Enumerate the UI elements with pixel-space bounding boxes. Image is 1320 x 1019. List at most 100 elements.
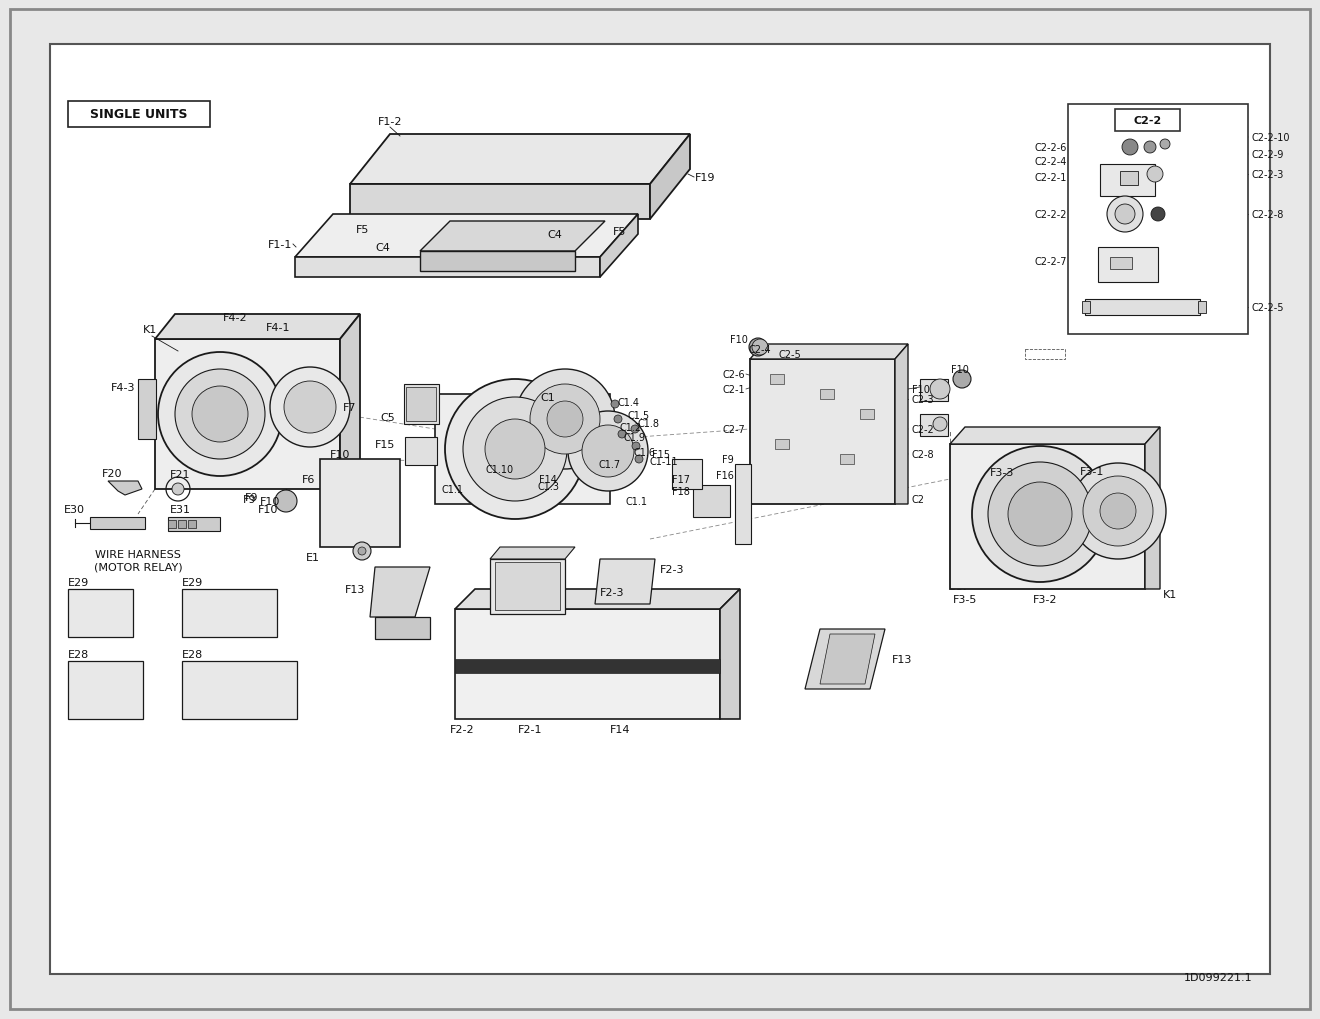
Text: F14: F14 — [539, 475, 557, 484]
Text: C4: C4 — [376, 243, 391, 253]
Polygon shape — [436, 394, 610, 504]
Text: C4: C4 — [548, 229, 562, 239]
Text: F20: F20 — [102, 469, 123, 479]
Bar — [1026, 350, 1065, 360]
Bar — [920, 415, 948, 436]
Polygon shape — [601, 215, 638, 278]
Text: F14: F14 — [610, 725, 630, 735]
Text: C2-4: C2-4 — [748, 344, 771, 355]
Bar — [407, 387, 436, 422]
Circle shape — [284, 382, 337, 433]
Text: F21: F21 — [170, 470, 190, 480]
Polygon shape — [672, 460, 702, 489]
Polygon shape — [595, 559, 655, 604]
Text: C1.5: C1.5 — [628, 411, 651, 421]
Text: F2-3: F2-3 — [601, 587, 624, 597]
Circle shape — [1160, 140, 1170, 150]
Circle shape — [1144, 142, 1156, 154]
Bar — [775, 439, 789, 449]
Bar — [861, 410, 874, 420]
Polygon shape — [341, 315, 360, 489]
Text: SINGLE UNITS: SINGLE UNITS — [90, 108, 187, 121]
Bar — [735, 465, 751, 544]
Circle shape — [931, 380, 950, 399]
Circle shape — [933, 418, 946, 432]
Text: F9: F9 — [722, 454, 734, 465]
Circle shape — [176, 370, 265, 460]
Text: C1.9: C1.9 — [623, 433, 645, 442]
Polygon shape — [375, 618, 430, 639]
Text: C1.2: C1.2 — [619, 423, 642, 433]
Polygon shape — [108, 482, 143, 495]
Text: C2-2-7: C2-2-7 — [1035, 257, 1067, 267]
Polygon shape — [154, 315, 360, 339]
Circle shape — [1107, 197, 1143, 232]
Text: F3-5: F3-5 — [953, 594, 977, 604]
Polygon shape — [350, 184, 649, 220]
Circle shape — [531, 384, 601, 454]
Bar — [1098, 248, 1158, 282]
Text: F19: F19 — [696, 173, 715, 182]
Text: F3-3: F3-3 — [990, 468, 1014, 478]
Circle shape — [275, 490, 297, 513]
Bar — [455, 659, 719, 674]
Text: (MOTOR RELAY): (MOTOR RELAY) — [94, 562, 182, 573]
Text: C2: C2 — [912, 494, 925, 504]
Circle shape — [1115, 205, 1135, 225]
Circle shape — [463, 397, 568, 501]
Bar — [770, 375, 784, 384]
Text: F4-1: F4-1 — [265, 323, 290, 332]
Text: F10: F10 — [260, 496, 280, 506]
Text: E29: E29 — [182, 578, 203, 587]
Text: 1D099221.1: 1D099221.1 — [1183, 972, 1251, 982]
Circle shape — [1151, 208, 1166, 222]
Polygon shape — [154, 339, 341, 489]
Text: C1.10: C1.10 — [486, 465, 513, 475]
Bar — [1115, 110, 1180, 131]
Circle shape — [611, 400, 619, 409]
Bar — [182, 589, 277, 637]
Text: F10: F10 — [730, 334, 748, 344]
Polygon shape — [294, 258, 601, 278]
Polygon shape — [455, 589, 741, 609]
Bar — [820, 389, 834, 399]
Polygon shape — [420, 222, 605, 252]
Circle shape — [1082, 477, 1152, 546]
Text: F1-1: F1-1 — [268, 239, 292, 250]
Text: E31: E31 — [169, 504, 190, 515]
Text: F18: F18 — [672, 486, 690, 496]
Polygon shape — [750, 360, 895, 504]
Circle shape — [748, 338, 767, 357]
Circle shape — [618, 431, 626, 438]
Text: F2-2: F2-2 — [450, 725, 474, 735]
Polygon shape — [294, 215, 638, 258]
Circle shape — [987, 463, 1092, 567]
Circle shape — [1008, 483, 1072, 546]
Text: F13: F13 — [345, 585, 366, 594]
Bar — [139, 380, 156, 439]
Text: E1: E1 — [306, 552, 319, 562]
Text: F5: F5 — [356, 225, 370, 234]
Text: E28: E28 — [69, 649, 90, 659]
Polygon shape — [649, 135, 690, 220]
Text: F13: F13 — [892, 654, 912, 664]
Text: F10: F10 — [952, 365, 969, 375]
Polygon shape — [750, 344, 908, 360]
Bar — [69, 102, 210, 127]
Text: F3-2: F3-2 — [1032, 594, 1057, 604]
Polygon shape — [950, 444, 1144, 589]
Bar — [90, 518, 145, 530]
Text: E30: E30 — [63, 504, 84, 515]
Polygon shape — [455, 609, 719, 719]
Bar — [404, 384, 440, 425]
Text: F15: F15 — [652, 449, 671, 460]
Bar — [182, 661, 297, 719]
Bar — [168, 521, 176, 529]
Bar — [168, 518, 220, 532]
Bar — [1199, 302, 1206, 314]
Polygon shape — [370, 568, 430, 618]
Text: C2-2-1: C2-2-1 — [1035, 173, 1067, 182]
Text: C1.3: C1.3 — [537, 482, 558, 491]
Text: C2-7: C2-7 — [722, 425, 744, 434]
Bar — [1068, 105, 1247, 334]
